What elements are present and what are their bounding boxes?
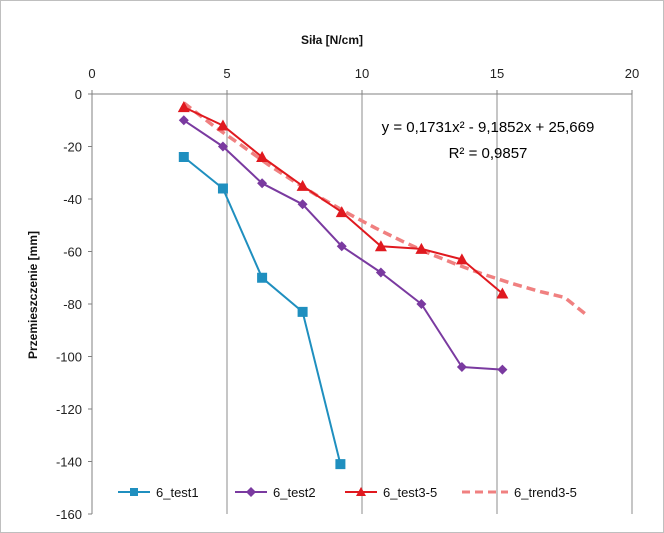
series-markers <box>177 101 509 470</box>
trendline-equation: y = 0,1731x² - 9,1852x + 25,669 <box>382 119 595 136</box>
data-point-6-test1 <box>335 459 346 470</box>
data-point-6-test3-5 <box>256 151 269 162</box>
legend-label: 6_test1 <box>156 485 199 500</box>
y-tick-label: -140 <box>56 455 82 470</box>
data-point-6-test2 <box>178 115 189 126</box>
y-tick-label: -20 <box>63 140 82 155</box>
y-tick-label: -40 <box>63 192 82 207</box>
data-point-6-test3-5 <box>296 179 309 191</box>
x-tick-label: 10 <box>355 66 369 81</box>
series-line-6-test1 <box>183 156 342 465</box>
data-point-6-test3-5 <box>374 240 387 252</box>
y-tick-label: -160 <box>56 507 82 522</box>
legend-item-6-trend3-5: 6_trend3-5 <box>462 485 577 500</box>
x-tick-label: 15 <box>490 66 504 81</box>
data-point-6-test3-5 <box>496 287 509 299</box>
legend-item-6-test2: 6_test2 <box>235 485 316 500</box>
y-tick-label: -120 <box>56 402 82 417</box>
data-point-6-test2 <box>375 267 386 278</box>
tick-labels: 0 5 10 15 20 0 -20 -40 -60 -80 -100 -120 -140 -160 <box>56 66 639 522</box>
data-point-6-test2 <box>297 199 308 210</box>
axes <box>88 90 633 515</box>
legend-item-6-test3-5: 6_test3-5 <box>345 485 437 500</box>
data-point-6-test2 <box>336 241 347 252</box>
data-point-6-test2 <box>416 299 427 309</box>
y-tick-label: -60 <box>63 245 82 260</box>
x-tick-label: 20 <box>625 66 639 81</box>
data-point-6-test1 <box>178 152 189 162</box>
data-point-6-test2 <box>217 141 228 152</box>
data-point-6-test3-5 <box>216 119 229 131</box>
data-point-6-test3-5 <box>415 242 428 254</box>
data-point-6-test2 <box>257 178 268 189</box>
data-point-6-test3-5 <box>335 206 348 218</box>
data-point-6-test1 <box>297 306 308 317</box>
data-point-6-test3-5 <box>455 253 468 265</box>
legend-label: 6_trend3-5 <box>514 485 577 500</box>
x-tick-label: 0 <box>88 66 95 81</box>
x-tick-label: 5 <box>223 66 230 81</box>
legend-item-6-test1: 6_test1 <box>118 485 199 500</box>
y-axis-title: Przemieszczenie [mm] <box>26 231 40 359</box>
data-point-6-test2 <box>497 364 508 375</box>
series-line-6-trend3-5 <box>182 101 588 316</box>
trendline-r-squared: R² = 0,9857 <box>449 145 528 162</box>
data-point-6-test1 <box>257 272 268 283</box>
gridlines <box>226 94 633 514</box>
y-tick-label: 0 <box>75 87 82 102</box>
data-point-6-test3-5 <box>177 101 190 113</box>
data-point-6-test2 <box>456 362 467 372</box>
data-point-6-test1 <box>217 183 228 194</box>
y-tick-label: -100 <box>56 350 82 365</box>
y-tick-label: -80 <box>63 297 82 312</box>
legend: 6_test1 6_test2 6_test3-5 6_trend3-5 <box>118 485 577 500</box>
legend-label: 6_test2 <box>273 485 316 500</box>
x-axis-title: Siła [N/cm] <box>301 33 363 47</box>
legend-label: 6_test3-5 <box>383 485 437 500</box>
